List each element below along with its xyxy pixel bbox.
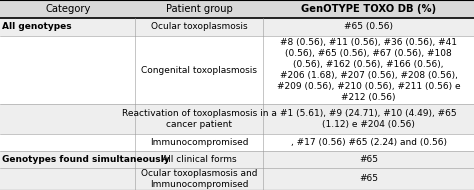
Text: #65: #65: [359, 174, 378, 183]
Text: #1 (5.61), #9 (24.71), #10 (4.49), #65
(1.12) e #204 (0.56): #1 (5.61), #9 (24.71), #10 (4.49), #65 (…: [280, 109, 457, 129]
Text: All clinical forms: All clinical forms: [162, 155, 237, 164]
Text: Ocular toxoplasmosis and
Immunocompromised: Ocular toxoplasmosis and Immunocompromis…: [141, 169, 257, 189]
Text: Reactivation of toxoplasmosis in a
cancer patient: Reactivation of toxoplasmosis in a cance…: [122, 109, 276, 129]
Text: Genotypes found simultaneously: Genotypes found simultaneously: [2, 155, 170, 164]
Bar: [0, 168, 474, 190]
Text: #8 (0.56), #11 (0.56), #36 (0.56), #41
(0.56), #65 (0.56), #67 (0.56), #108
(0.5: #8 (0.56), #11 (0.56), #36 (0.56), #41 (…: [277, 38, 460, 102]
Text: Immunocompromised: Immunocompromised: [150, 138, 248, 147]
Bar: [0, 151, 474, 168]
Bar: [0, 0, 474, 18]
Text: Congenital toxoplasmosis: Congenital toxoplasmosis: [141, 66, 257, 75]
Text: Category: Category: [45, 4, 91, 14]
Text: #65: #65: [359, 155, 378, 164]
Bar: [0, 36, 474, 104]
Bar: [0, 134, 474, 151]
Bar: [0, 18, 474, 36]
Text: All genotypes: All genotypes: [2, 22, 72, 32]
Text: , #17 (0.56) #65 (2.24) and (0.56): , #17 (0.56) #65 (2.24) and (0.56): [291, 138, 447, 147]
Text: GenOTYPE TOXO DB (%): GenOTYPE TOXO DB (%): [301, 4, 437, 14]
Text: #65 (0.56): #65 (0.56): [344, 22, 393, 32]
Text: Ocular toxoplasmosis: Ocular toxoplasmosis: [151, 22, 247, 32]
Text: Patient group: Patient group: [166, 4, 232, 14]
Bar: [0, 105, 474, 134]
